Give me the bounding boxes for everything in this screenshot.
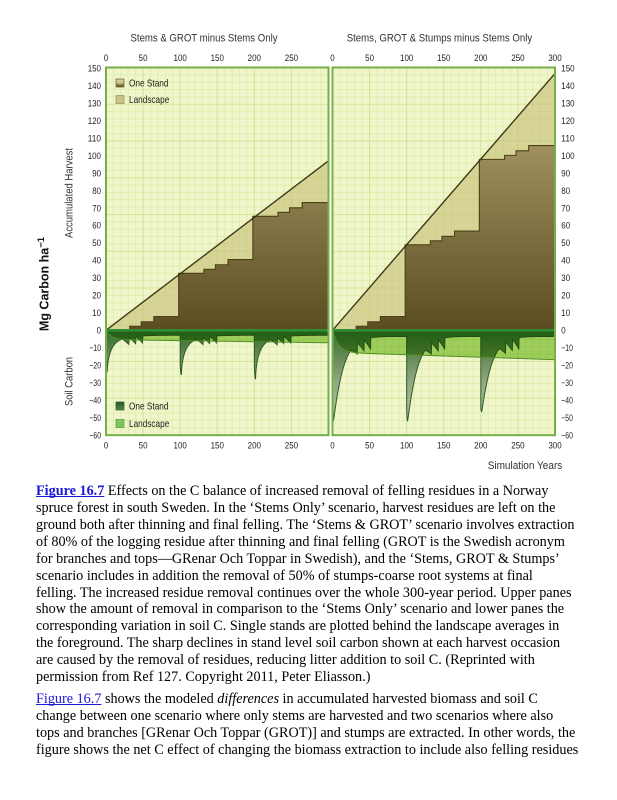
svg-text:−60: −60 [89,429,101,440]
svg-text:200: 200 [474,52,487,63]
svg-text:200: 200 [248,440,261,451]
svg-text:130: 130 [88,97,101,108]
svg-text:50: 50 [561,237,570,248]
svg-text:150: 150 [211,52,224,63]
svg-text:150: 150 [211,440,224,451]
svg-text:120: 120 [88,115,101,126]
svg-text:60: 60 [561,220,570,231]
svg-text:0: 0 [561,325,565,336]
svg-text:250: 250 [511,440,524,451]
svg-text:Mg Carbon ha−1: Mg Carbon ha−1 [36,236,52,331]
svg-text:100: 100 [400,52,413,63]
svg-text:−50: −50 [89,412,101,423]
svg-text:150: 150 [437,440,450,451]
svg-text:300: 300 [548,440,561,451]
svg-text:−20: −20 [561,360,573,371]
svg-text:90: 90 [92,167,101,178]
svg-text:10: 10 [92,307,101,318]
svg-text:0: 0 [330,440,334,451]
svg-text:90: 90 [561,167,570,178]
svg-text:200: 200 [248,52,261,63]
svg-text:100: 100 [88,150,101,161]
svg-text:−50: −50 [561,412,573,423]
svg-text:70: 70 [92,202,101,213]
svg-text:80: 80 [92,185,101,196]
svg-text:250: 250 [285,440,298,451]
svg-text:Soil Carbon: Soil Carbon [64,357,76,406]
svg-text:60: 60 [92,220,101,231]
svg-text:200: 200 [474,440,487,451]
svg-text:30: 30 [561,272,570,283]
svg-text:Simulation Years: Simulation Years [488,460,563,472]
svg-text:One Stand: One Stand [129,79,169,90]
svg-text:−10: −10 [561,342,573,353]
svg-text:−10: −10 [89,342,101,353]
svg-text:20: 20 [561,290,570,301]
svg-text:50: 50 [365,52,374,63]
svg-text:10: 10 [561,307,570,318]
svg-text:70: 70 [561,202,570,213]
svg-text:140: 140 [88,80,101,91]
svg-text:50: 50 [139,52,148,63]
svg-text:0: 0 [97,325,101,336]
svg-text:0: 0 [104,440,108,451]
svg-text:Accumulated Harvest: Accumulated Harvest [64,148,76,238]
svg-text:0: 0 [104,52,108,63]
svg-text:100: 100 [174,52,187,63]
svg-text:100: 100 [174,440,187,451]
svg-text:50: 50 [365,440,374,451]
svg-text:0: 0 [330,52,334,63]
svg-text:20: 20 [92,290,101,301]
svg-text:40: 40 [92,255,101,266]
svg-text:−30: −30 [89,377,101,388]
svg-text:100: 100 [400,440,413,451]
svg-text:250: 250 [511,52,524,63]
svg-text:Landscape: Landscape [129,95,170,106]
svg-text:140: 140 [561,80,574,91]
svg-text:Stems & GROT minus Stems Only: Stems & GROT minus Stems Only [131,32,279,44]
svg-text:50: 50 [92,237,101,248]
svg-text:130: 130 [561,97,574,108]
svg-text:One Stand: One Stand [129,402,169,413]
svg-text:150: 150 [437,52,450,63]
svg-text:50: 50 [139,440,148,451]
svg-text:110: 110 [561,132,574,143]
svg-text:−30: −30 [561,377,573,388]
svg-text:−20: −20 [89,360,101,371]
svg-text:100: 100 [561,150,574,161]
svg-text:30: 30 [92,272,101,283]
svg-text:−40: −40 [561,395,573,406]
svg-text:120: 120 [561,115,574,126]
svg-text:300: 300 [548,52,561,63]
svg-text:150: 150 [88,62,101,73]
svg-text:80: 80 [561,185,570,196]
svg-text:110: 110 [88,132,101,143]
svg-text:150: 150 [561,62,574,73]
svg-text:40: 40 [561,255,570,266]
svg-text:Stems, GROT & Stumps minus Ste: Stems, GROT & Stumps minus Stems Only [347,32,533,44]
svg-text:−60: −60 [561,429,573,440]
svg-text:250: 250 [285,52,298,63]
svg-text:−40: −40 [89,395,101,406]
svg-text:Landscape: Landscape [129,419,170,430]
